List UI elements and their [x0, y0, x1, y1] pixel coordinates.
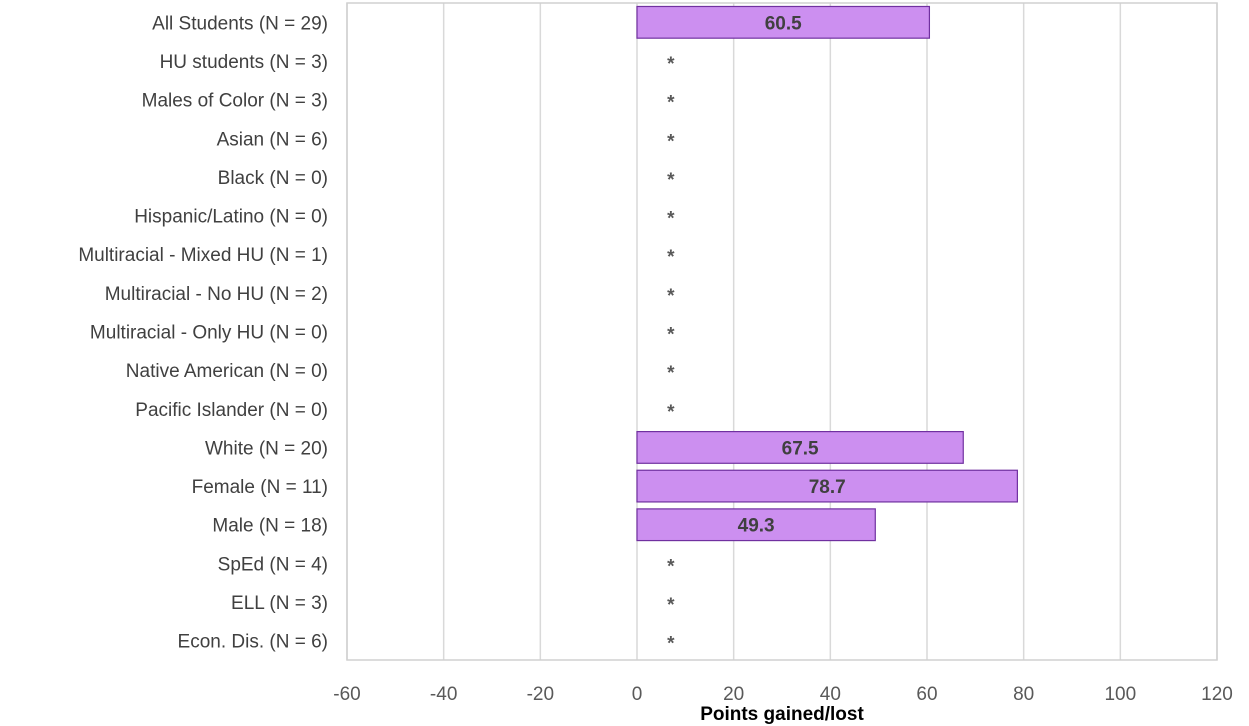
suppressed-marker: *	[667, 595, 675, 616]
bar-data-label: 49.3	[738, 516, 775, 537]
category-label: Multiracial - No HU (N = 2)	[105, 284, 328, 305]
suppressed-marker: *	[667, 286, 675, 307]
bar	[636, 5, 931, 39]
category-label: Hispanic/Latino (N = 0)	[134, 207, 328, 228]
category-label: Male (N = 18)	[212, 516, 328, 537]
category-label: Econ. Dis. (N = 6)	[178, 632, 328, 653]
category-label: All Students (N = 29)	[152, 13, 328, 34]
bar	[636, 430, 964, 464]
category-label: Native American (N = 0)	[126, 361, 328, 382]
x-axis-title: Points gained/lost	[700, 704, 864, 725]
bar-data-label: 67.5	[782, 438, 819, 459]
x-tick-label: 40	[820, 684, 841, 705]
category-label: Males of Color (N = 3)	[142, 91, 328, 112]
x-tick-label: 80	[1013, 684, 1034, 705]
category-label: Multiracial - Mixed HU (N = 1)	[78, 245, 328, 266]
plot-area-border	[346, 2, 1218, 661]
category-label: Female (N = 11)	[192, 477, 328, 498]
bar	[636, 469, 1018, 503]
suppressed-marker: *	[667, 634, 675, 655]
x-tick-label: 0	[632, 684, 643, 705]
suppressed-marker: *	[667, 131, 675, 152]
category-label: Asian (N = 6)	[217, 129, 328, 150]
x-tick-label: 100	[1104, 684, 1136, 705]
category-label: HU students (N = 3)	[160, 52, 328, 73]
suppressed-marker: *	[667, 363, 675, 384]
suppressed-marker: *	[667, 325, 675, 346]
category-label: SpEd (N = 4)	[218, 554, 328, 575]
category-label: ELL (N = 3)	[231, 593, 328, 614]
suppressed-marker: *	[667, 54, 675, 75]
bars: 60.5 * * * * * * * * * * 67.5 78.7 49.3 * * *	[636, 5, 1018, 655]
suppressed-marker: *	[667, 209, 675, 230]
category-label: Multiracial - Only HU (N = 0)	[90, 323, 328, 344]
x-tick-label: 20	[723, 684, 744, 705]
category-label: Black (N = 0)	[218, 168, 328, 189]
x-tick-labels: -60 -40 -20 0 20 40 60 80 100 120	[333, 684, 1233, 705]
suppressed-marker: *	[667, 93, 675, 114]
suppressed-marker: *	[667, 247, 675, 268]
category-label: White (N = 20)	[205, 438, 328, 459]
x-tick-label: 60	[916, 684, 937, 705]
x-tick-label: -20	[527, 684, 554, 705]
category-label: Pacific Islander (N = 0)	[135, 400, 328, 421]
x-tick-label: -40	[430, 684, 457, 705]
x-tick-label: 120	[1201, 684, 1233, 705]
suppressed-marker: *	[667, 556, 675, 577]
bar-data-label: 60.5	[765, 13, 802, 34]
x-tick-label: -60	[333, 684, 360, 705]
suppressed-marker: *	[667, 402, 675, 423]
suppressed-marker: *	[667, 170, 675, 191]
bar-data-label: 78.7	[809, 477, 846, 498]
gridlines	[346, 3, 1218, 660]
category-labels: All Students (N = 29) HU students (N = 3)…	[78, 13, 328, 652]
bar	[636, 508, 876, 542]
